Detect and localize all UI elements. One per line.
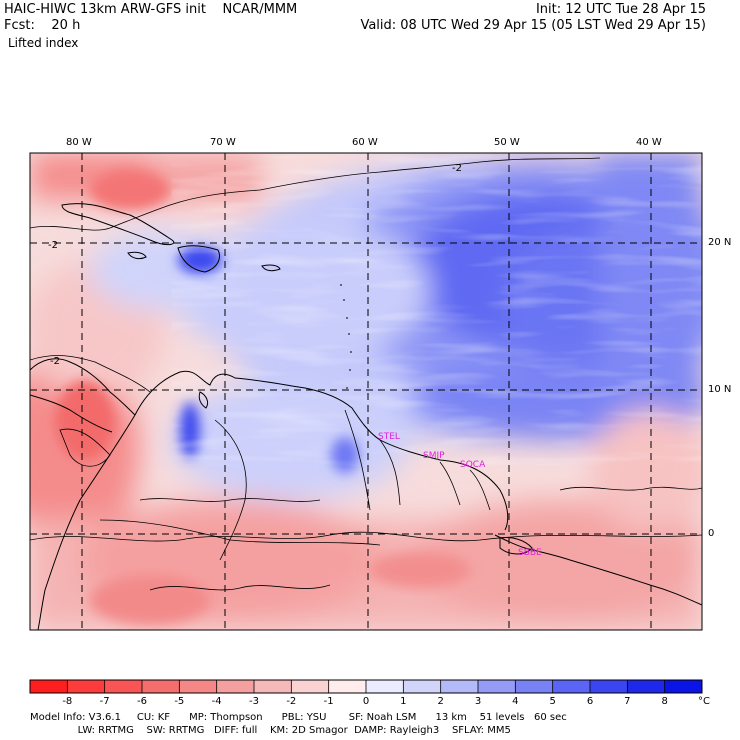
- site-label-soca: SOCA: [460, 460, 486, 470]
- colorbar-segment: [216, 680, 255, 693]
- colorbar-segment: [552, 680, 591, 693]
- lon-label-60w: 60 W: [352, 137, 378, 148]
- site-label-sbbe: SBBE: [518, 548, 542, 558]
- colorbar-tick-label: -6: [137, 696, 147, 707]
- colorbar-segment: [627, 680, 666, 693]
- colorbar-tick-label: -1: [323, 696, 334, 707]
- contour-label: -2: [48, 240, 58, 251]
- site-label-stel: STEL: [378, 432, 400, 442]
- colorbar-tick-label: 8: [661, 696, 668, 707]
- forecast-hour: Fcst: 20 h: [4, 18, 81, 33]
- colorbar-segment: [30, 680, 68, 693]
- colorbar-segment: [590, 680, 628, 693]
- lat-label-0: 0: [708, 528, 715, 539]
- colorbar-segment: [328, 680, 367, 693]
- model-title: HAIC-HIWC 13km ARW-GFS init NCAR/MMM: [4, 2, 298, 17]
- colorbar-segment: [291, 680, 330, 693]
- colorbar-tick-label: -7: [99, 696, 110, 707]
- colorbar-tick-label: 7: [624, 696, 631, 707]
- model-info-line2: LW: RRTMG SW: RRTMG DIFF: full KM: 2D Sm…: [30, 725, 511, 736]
- coastlines: [30, 203, 702, 630]
- colorbar-tick-label: -2: [286, 696, 297, 707]
- colorbar-tick-label: -4: [211, 696, 222, 707]
- colorbar-tick-label: 1: [400, 696, 407, 707]
- lat-label-20n: 20 N: [708, 237, 732, 248]
- colorbar-segment: [440, 680, 479, 693]
- colorbar-tick-label: 4: [512, 696, 519, 707]
- colorbar-segment: [478, 680, 516, 693]
- lifted-index-field: [30, 153, 702, 630]
- colorbar-tick-label: 5: [549, 696, 556, 707]
- map-frame: [29, 152, 703, 631]
- colorbar-segment: [104, 680, 143, 693]
- colorbar-segment: [254, 680, 292, 693]
- lat-label-10n: 10 N: [708, 384, 732, 395]
- colorbar-tick-label: 3: [474, 696, 482, 707]
- colorbar-segment: [179, 680, 218, 693]
- lon-label-70w: 70 W: [210, 137, 236, 148]
- colorbar-tick-label: -8: [62, 696, 73, 707]
- lat-lon-grid: [30, 153, 702, 630]
- colorbar-tick-label: 2: [437, 696, 444, 707]
- colorbar-tick-label: -3: [249, 696, 259, 707]
- colorbar: [29, 679, 703, 694]
- init-time: Init: 12 UTC Tue 28 Apr 15: [535, 2, 706, 17]
- colorbar-segment: [366, 680, 404, 693]
- colorbar-tick-label: -5: [174, 696, 185, 707]
- contour-label: -2: [452, 163, 462, 174]
- lon-label-80w: 80 W: [66, 137, 92, 148]
- contour-lines: [30, 157, 702, 591]
- lon-label-40w: 40 W: [636, 137, 662, 148]
- colorbar-segment: [515, 680, 554, 693]
- field-name: Lifted index: [8, 36, 79, 50]
- colorbar-unit: °C: [698, 696, 710, 707]
- colorbar-segment: [664, 680, 703, 693]
- colorbar-tick-label: 0: [362, 696, 370, 707]
- site-label-smjp: SMJP: [423, 451, 445, 461]
- model-info-line1: Model Info: V3.6.1 CU: KF MP: Thompson P…: [30, 712, 567, 723]
- colorbar-tick-label: 6: [586, 696, 594, 707]
- colorbar-segment: [142, 680, 180, 693]
- colorbar-segment: [403, 680, 442, 693]
- lon-label-50w: 50 W: [494, 137, 520, 148]
- colorbar-segment: [67, 680, 106, 693]
- valid-time: Valid: 08 UTC Wed 29 Apr 15 (05 LST Wed …: [360, 18, 706, 33]
- contour-label: -2: [50, 356, 60, 367]
